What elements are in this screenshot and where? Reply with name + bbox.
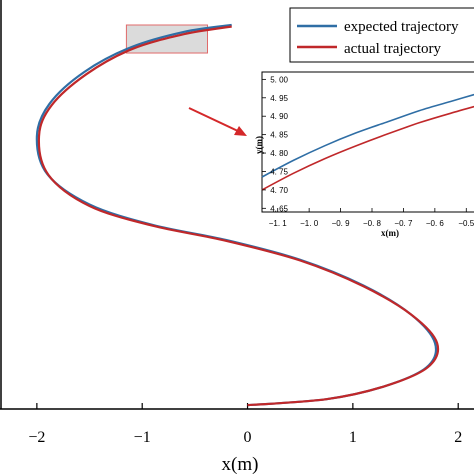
inset-series-group <box>261 93 474 191</box>
inset-y-tick-label: 4. 80 <box>270 149 288 158</box>
inset-x-axis-title: x(m) <box>381 228 399 238</box>
inset-y-tick-label: 5. 00 <box>270 75 288 84</box>
inset-x-tick-label: −0.5 <box>458 219 474 228</box>
main-x-tick-label: −2 <box>28 429 45 446</box>
inset-y-tick-label: 4. 75 <box>270 167 288 176</box>
inset-ticks: 4. 65 4. 70 4. 75 4. 80 4. 85 4. 90 4. 95 5. 00… <box>262 75 474 228</box>
inset-x-tick-label: −0. 8 <box>363 219 382 228</box>
inset-y-tick-label: 4. 95 <box>270 94 288 103</box>
zoom-arrow-head <box>234 126 247 136</box>
main-x-tick-label: 0 <box>244 429 252 446</box>
inset-x-tick-label: −0. 7 <box>394 219 413 228</box>
zoom-arrow-line <box>188 107 241 133</box>
inset-x-tick-label: −0. 6 <box>426 219 445 228</box>
main-x-tick-label: 2 <box>454 429 462 446</box>
legend-box <box>289 7 474 63</box>
main-x-axis-title: x(m) <box>222 454 259 474</box>
legend-label-expected: expected trajectory <box>344 19 459 35</box>
inset-expected-trajectory-line <box>261 93 474 178</box>
legend: expected trajectory actual trajectory <box>289 7 474 63</box>
inset-y-axis-title: y(m) <box>254 136 264 154</box>
inset-y-tick-label: 4. 90 <box>270 112 288 121</box>
inset-y-tick-label: 4. 65 <box>270 204 288 213</box>
inset-actual-trajectory-line <box>261 105 474 191</box>
inset-x-tick-label: −0. 9 <box>332 219 351 228</box>
inset-x-tick-label: −1. 0 <box>300 219 319 228</box>
main-series-group <box>35 23 440 407</box>
inset-x-tick-label: −1. 1 <box>269 219 288 228</box>
main-x-tick-label: 1 <box>349 429 357 446</box>
inset-y-tick-label: 4. 70 <box>270 186 288 195</box>
main-actual-trajectory-line <box>37 25 440 407</box>
legend-label-actual: actual trajectory <box>344 41 442 57</box>
inset-y-tick-label: 4. 85 <box>270 131 288 140</box>
main-x-ticks: −2 −1 0 1 2 <box>28 403 462 446</box>
main-x-tick-label: −1 <box>134 429 151 446</box>
